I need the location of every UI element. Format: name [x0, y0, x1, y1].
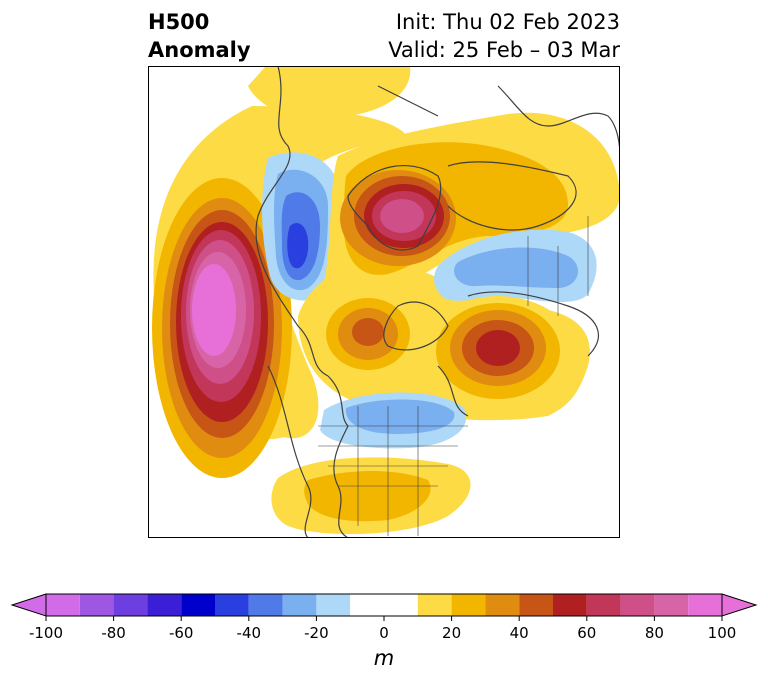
colorbar-bin	[417, 594, 452, 616]
coastlines	[255, 66, 620, 538]
colorbar-bin	[688, 594, 722, 616]
colorbar-tick-label: -40	[236, 624, 262, 642]
title-line-1: H500	[148, 10, 210, 34]
hudson-positive-anomaly	[326, 298, 410, 370]
colorbar-tick-label: -60	[168, 624, 194, 642]
colorbar-bin	[316, 594, 351, 616]
init-date: Init: Thu 02 Feb 2023	[395, 10, 620, 34]
colorbar	[0, 586, 768, 626]
colorbar-bin	[620, 594, 655, 616]
colorbar-bin	[181, 594, 215, 616]
colorbar-under-arrow	[10, 593, 47, 617]
plot-title: H500 Anomaly	[148, 8, 251, 64]
valid-range: Valid: 25 Feb – 03 Mar	[388, 38, 620, 62]
colorbar-bin	[147, 594, 182, 616]
colorbar-bin	[451, 594, 486, 616]
colorbar-bin	[485, 594, 520, 616]
southern-positive-anomaly	[271, 457, 471, 535]
anomaly-map	[148, 66, 620, 538]
colorbar-svg	[10, 593, 758, 621]
northwest-negative-anomaly	[262, 152, 341, 301]
colorbar-tick-label: 80	[644, 624, 664, 642]
colorbar-over-arrow	[721, 593, 758, 617]
colorbar-bin	[553, 594, 587, 616]
colorbar-tick-label: -100	[28, 624, 64, 642]
east-positive-anomaly	[418, 296, 578, 416]
colorbar-unit: m	[373, 646, 395, 670]
colorbar-bin	[586, 594, 621, 616]
colorbar-tick-label: 20	[442, 624, 462, 642]
title-line-2: Anomaly	[148, 38, 251, 62]
colorbar-bin	[113, 594, 148, 616]
colorbar-tick-label: -20	[304, 624, 329, 642]
colorbar-bin	[215, 594, 249, 616]
colorbar-bin	[654, 594, 689, 616]
colorbar-tick-label: 40	[509, 624, 529, 642]
colorbar-tick-label: -80	[101, 624, 126, 642]
central-us-negative-anomaly	[320, 392, 467, 449]
colorbar-bin	[248, 594, 283, 616]
colorbar-bin	[79, 594, 114, 616]
colorbar-tick-label: 100	[707, 624, 737, 642]
colorbar-tick-label: 0	[379, 624, 389, 642]
borders	[318, 216, 589, 536]
forecast-dates: Init: Thu 02 Feb 2023 Valid: 25 Feb – 03…	[388, 8, 620, 64]
colorbar-bin	[46, 594, 80, 616]
colorbar-bin	[350, 594, 418, 616]
map-svg	[148, 66, 620, 538]
arctic-positive-anomaly	[248, 66, 411, 119]
colorbar-bin	[519, 594, 553, 616]
west-positive-anomaly	[152, 178, 292, 478]
greenland-positive-anomaly	[340, 142, 568, 275]
colorbar-tick-label: 60	[577, 624, 597, 642]
colorbar-bin	[282, 594, 317, 616]
europe-negative-anomaly	[434, 229, 597, 302]
